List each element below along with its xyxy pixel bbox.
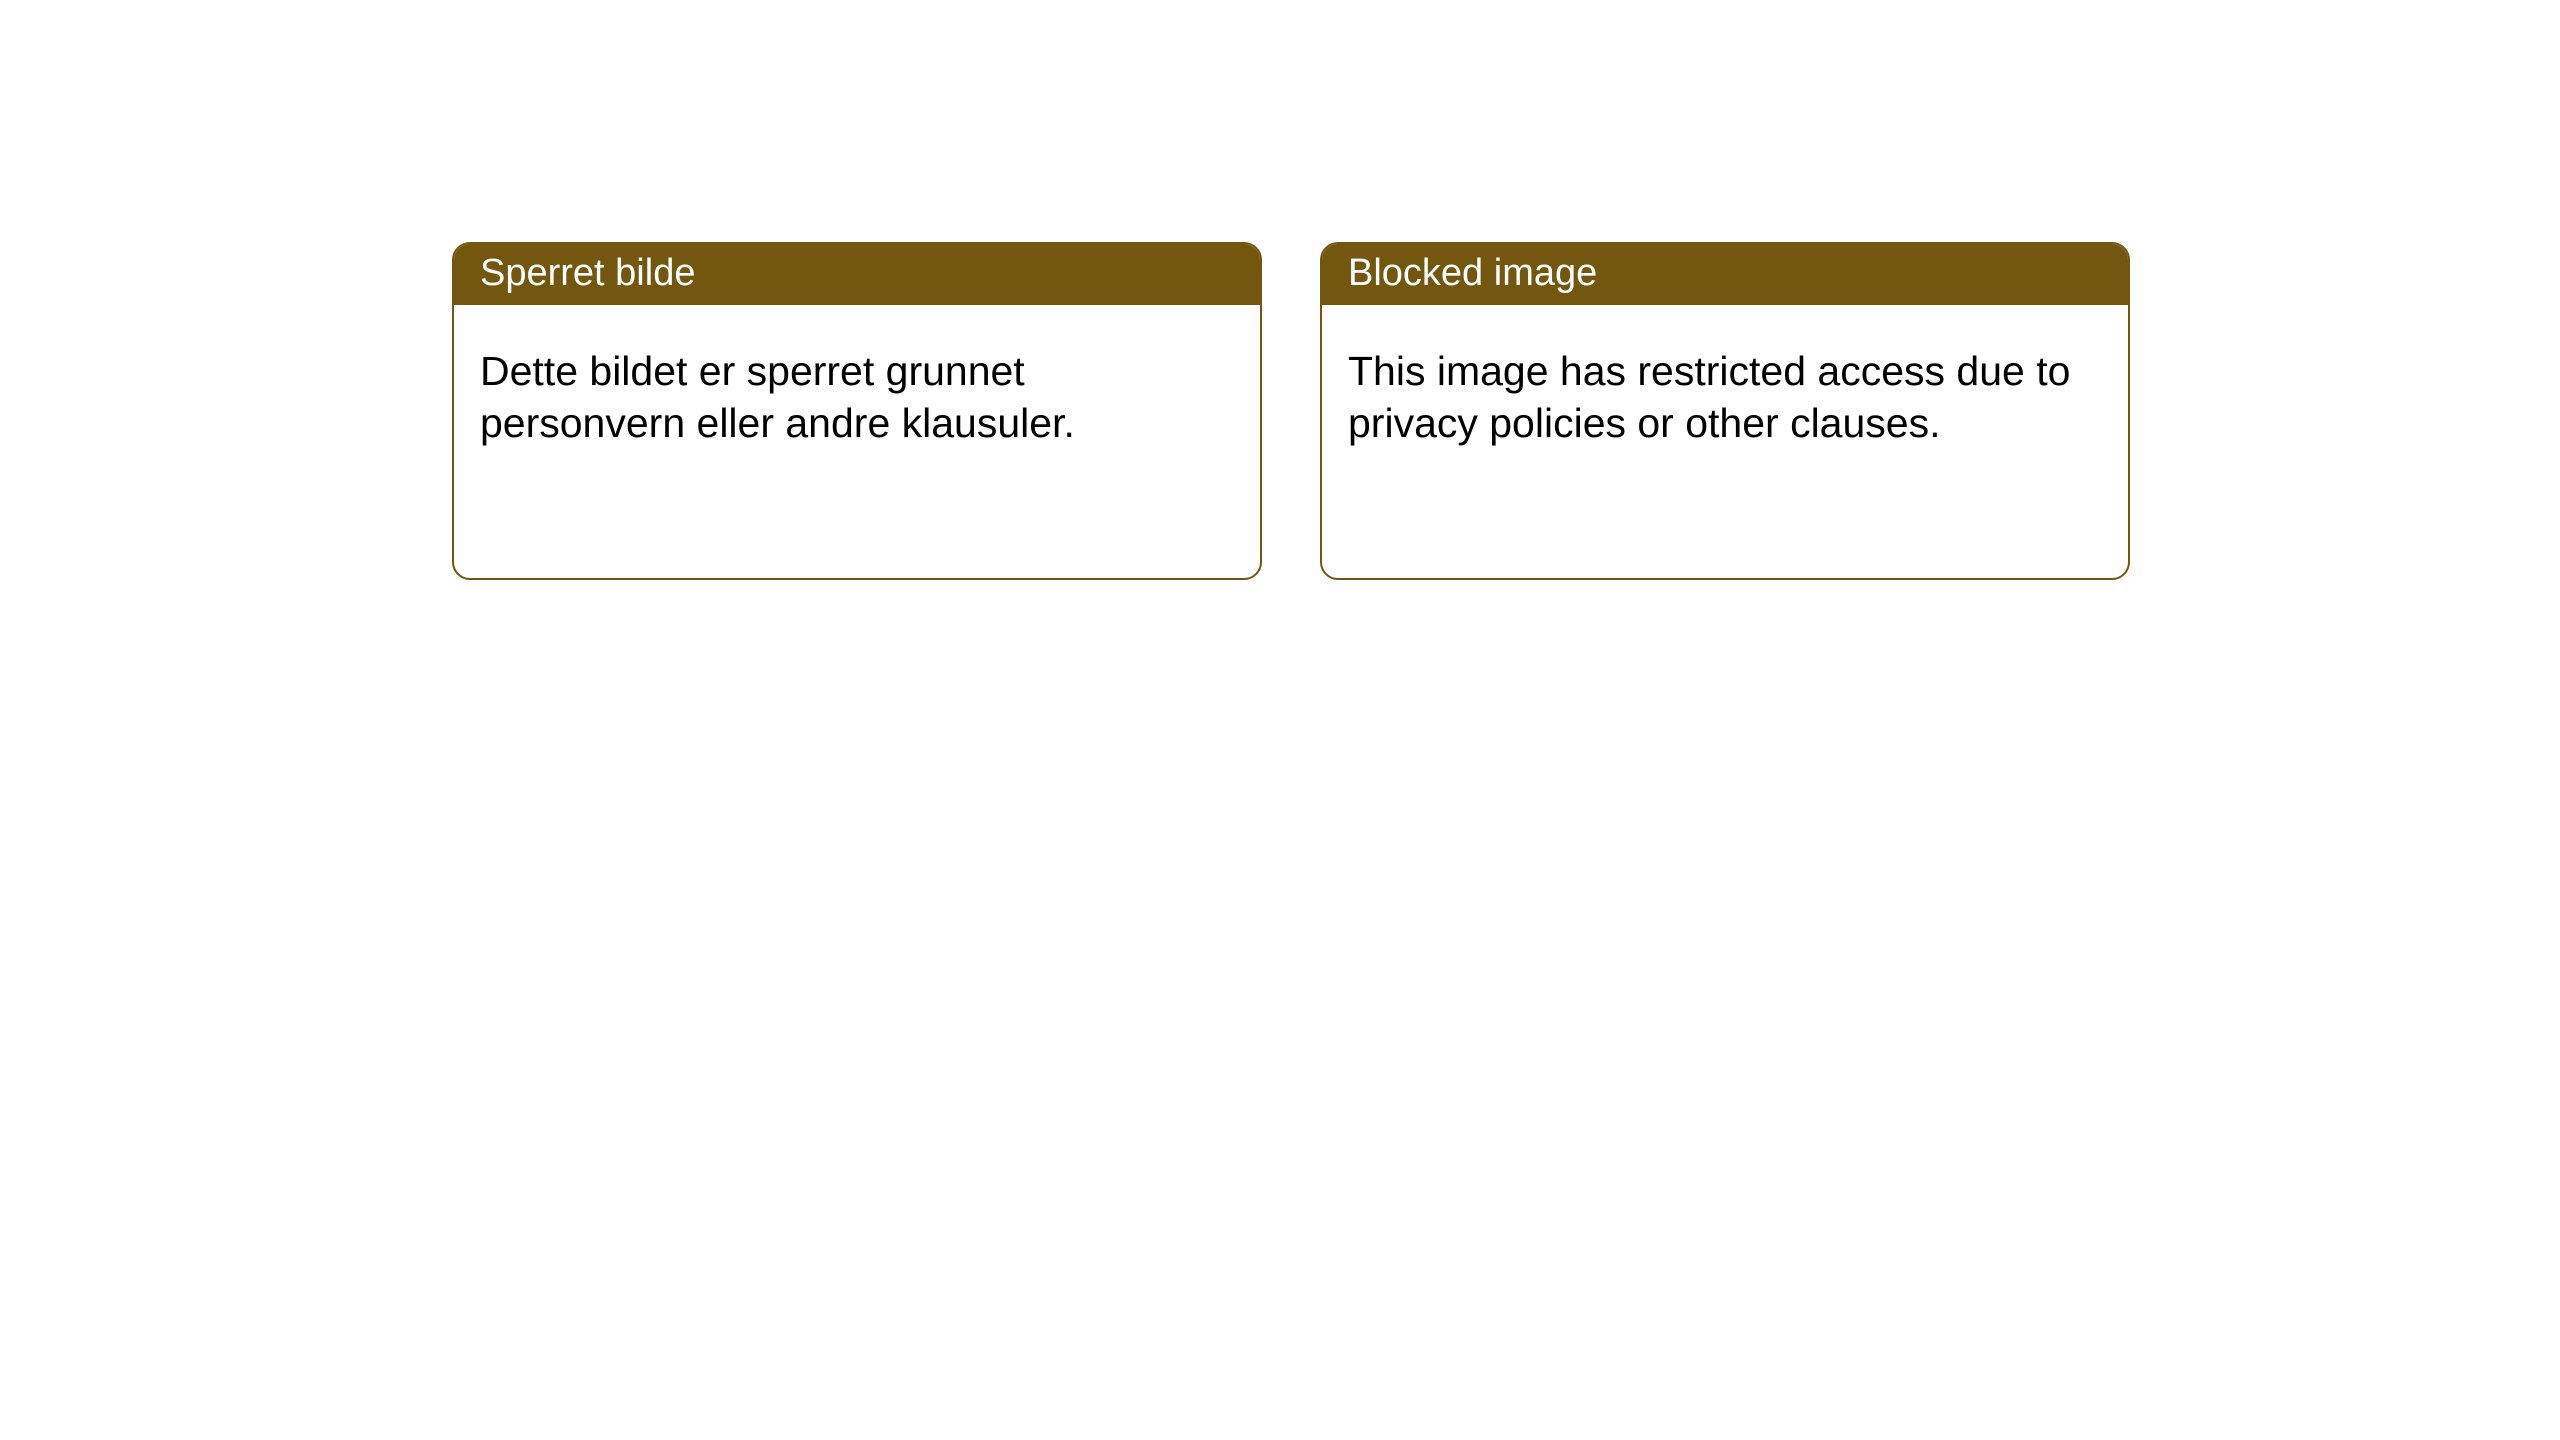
card-body-text: This image has restricted access due to … — [1348, 348, 2070, 446]
blocked-image-card-norwegian: Sperret bilde Dette bildet er sperret gr… — [452, 242, 1262, 580]
card-body: This image has restricted access due to … — [1322, 305, 2128, 476]
card-body: Dette bildet er sperret grunnet personve… — [454, 305, 1260, 476]
card-header-text: Sperret bilde — [480, 252, 695, 294]
card-body-text: Dette bildet er sperret grunnet personve… — [480, 348, 1075, 446]
card-header-text: Blocked image — [1348, 252, 1597, 294]
blocked-image-card-english: Blocked image This image has restricted … — [1320, 242, 2130, 580]
cards-container: Sperret bilde Dette bildet er sperret gr… — [0, 0, 2560, 580]
card-header: Sperret bilde — [454, 244, 1260, 305]
card-header: Blocked image — [1322, 244, 2128, 305]
